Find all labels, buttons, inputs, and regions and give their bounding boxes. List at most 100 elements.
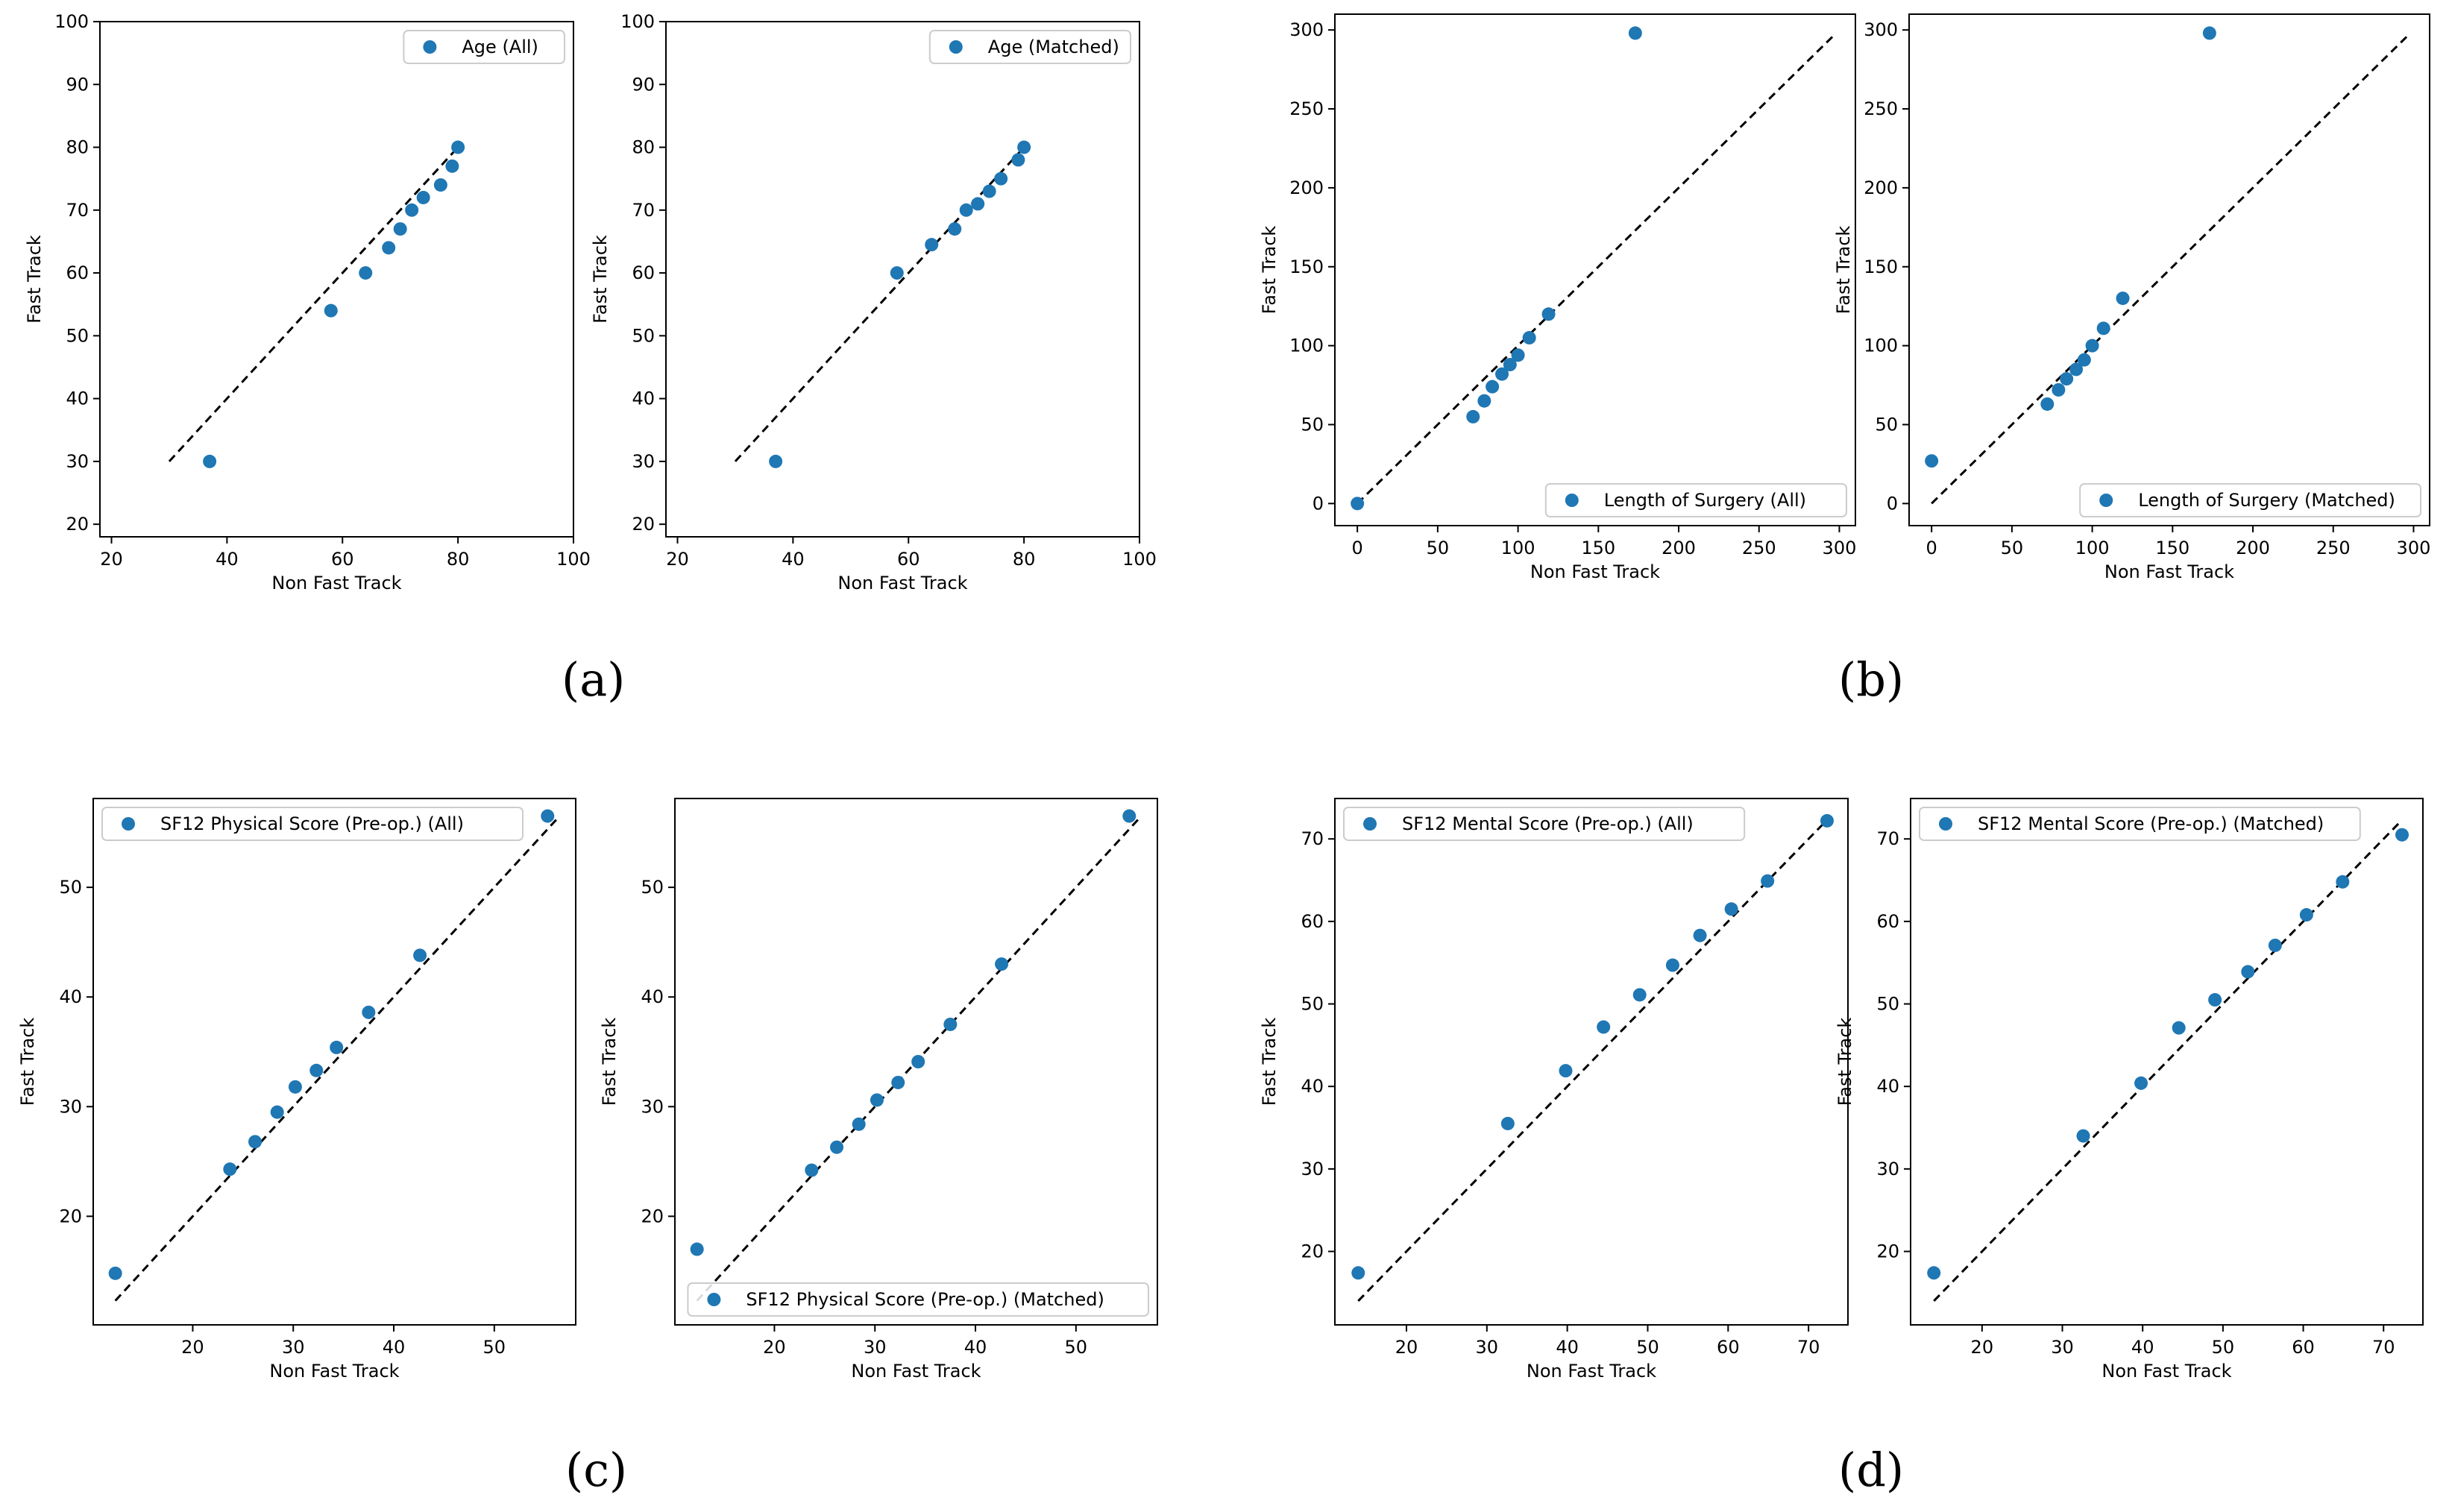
y-tick-label: 60: [1876, 911, 1899, 932]
data-point: [405, 203, 419, 217]
y-tick-label: 20: [632, 514, 655, 535]
y-tick-label: 50: [632, 325, 655, 346]
data-point: [1011, 153, 1025, 167]
y-tick-label: 40: [632, 388, 655, 409]
data-point: [1500, 1116, 1515, 1130]
legend-box: [403, 30, 566, 64]
data-point: [2202, 26, 2216, 40]
data-point: [1927, 1266, 1941, 1280]
data-point: [270, 1105, 284, 1119]
x-tick-label: 50: [1427, 538, 1450, 558]
x-tick-label: 60: [331, 549, 354, 570]
y-tick-label: 250: [1289, 98, 1324, 119]
data-point: [2069, 362, 2084, 377]
legend-marker: [707, 1293, 721, 1306]
legend-marker: [1363, 817, 1377, 831]
x-tick-label: 60: [1717, 1337, 1740, 1358]
data-point: [1541, 307, 1556, 321]
data-point: [1351, 497, 1365, 511]
chart-2: 20 40 60 80 100 20 30 40 50 60 70 80 90 100 Non Fast T…: [590, 11, 1157, 593]
y-tick-label: 70: [1876, 828, 1899, 849]
x-tick-label: 100: [556, 549, 591, 570]
x-tick-label: 80: [1013, 549, 1036, 570]
y-tick-label: 20: [1876, 1241, 1899, 1262]
y-axis-label: Fast Track: [24, 235, 45, 324]
chart-4: 0 50 100 150 200 250 300 0 50 100 150 200 250 300 Non …: [1833, 13, 2431, 582]
x-tick-label: 20: [763, 1337, 786, 1358]
x-tick-label: 30: [2051, 1337, 2074, 1358]
data-point: [1522, 331, 1536, 345]
data-point: [433, 178, 447, 192]
chart-6: 20 30 40 50 20 30 40 50 Non Fast Track Fast Track…: [599, 798, 1158, 1382]
data-point: [948, 222, 962, 236]
y-axis-label: Fast Track: [17, 1018, 38, 1106]
x-tick-label: 80: [447, 549, 470, 570]
data-point: [541, 809, 555, 823]
x-tick-label: 50: [1065, 1337, 1088, 1358]
data-point: [2336, 875, 2350, 889]
x-tick-label: 20: [1395, 1337, 1418, 1358]
data-point: [362, 1005, 376, 1019]
y-tick-label: 30: [1876, 1159, 1899, 1179]
data-point: [451, 140, 465, 154]
data-point: [330, 1040, 344, 1054]
x-tick-label: 20: [666, 549, 689, 570]
y-tick-label: 200: [1864, 177, 1898, 198]
data-point: [943, 1017, 958, 1031]
data-point: [971, 197, 985, 211]
y-tick-label: 40: [1301, 1076, 1324, 1097]
x-tick-label: 50: [2001, 538, 2024, 558]
y-tick-label: 250: [1864, 98, 1898, 119]
x-tick-label: 200: [1662, 538, 1696, 558]
legend: SF12 Mental Score (Pre-op.) (All): [1343, 807, 1746, 841]
y-axis-label: Fast Track: [599, 1018, 620, 1106]
data-point: [2268, 938, 2282, 952]
x-tick-label: 300: [1823, 538, 1857, 558]
x-tick-label: 60: [897, 549, 920, 570]
legend-marker: [423, 40, 437, 54]
x-tick-label: 100: [1501, 538, 1535, 558]
data-point: [1665, 958, 1679, 972]
data-point: [690, 1242, 704, 1256]
y-tick-label: 30: [1301, 1159, 1324, 1179]
y-tick-label: 40: [66, 388, 89, 409]
y-tick-label: 100: [54, 11, 89, 32]
legend-marker: [2099, 494, 2113, 507]
y-tick-label: 30: [59, 1096, 82, 1117]
y-tick-label: 40: [641, 986, 664, 1007]
y-axis-label: Fast Track: [1833, 226, 1854, 315]
data-point: [413, 948, 427, 963]
data-point: [1351, 1266, 1365, 1280]
x-tick-label: 30: [282, 1337, 305, 1358]
y-tick-label: 80: [632, 137, 655, 158]
x-tick-label: 0: [1926, 538, 1937, 558]
data-point: [324, 303, 338, 318]
y-tick-label: 50: [1301, 994, 1324, 1015]
reference-diagonal: [1357, 34, 1836, 505]
y-tick-label: 150: [1289, 256, 1324, 277]
data-point: [2299, 908, 2313, 922]
x-tick-label: 300: [2397, 538, 2431, 558]
chart-5: 20 30 40 50 20 30 40 50 Non Fast Track Fast Track…: [17, 798, 576, 1382]
axes-frame: [665, 21, 1140, 538]
data-point: [2134, 1076, 2148, 1090]
axes-frame: [674, 798, 1158, 1326]
legend: Length of Surgery (Matched): [2079, 483, 2421, 517]
data-point: [1466, 409, 1480, 423]
data-point: [1511, 348, 1525, 362]
legend-box: [101, 807, 524, 841]
y-tick-label: 20: [59, 1206, 82, 1226]
y-axis-label: Fast Track: [590, 235, 611, 324]
y-axis-label: Fast Track: [1259, 226, 1280, 315]
y-tick-label: 40: [1876, 1076, 1899, 1097]
y-tick-label: 40: [59, 986, 82, 1007]
axes-frame: [1334, 798, 1849, 1326]
y-tick-label: 300: [1289, 19, 1324, 40]
y-tick-label: 50: [1301, 414, 1324, 435]
legend-label: Length of Surgery (All): [1604, 490, 1806, 511]
chart-3: 0 50 100 150 200 250 300 0 50 100 150 200 250 300 Non …: [1259, 13, 1857, 582]
y-tick-label: 70: [66, 200, 89, 221]
data-point: [2076, 1129, 2090, 1143]
data-point: [108, 1266, 122, 1280]
